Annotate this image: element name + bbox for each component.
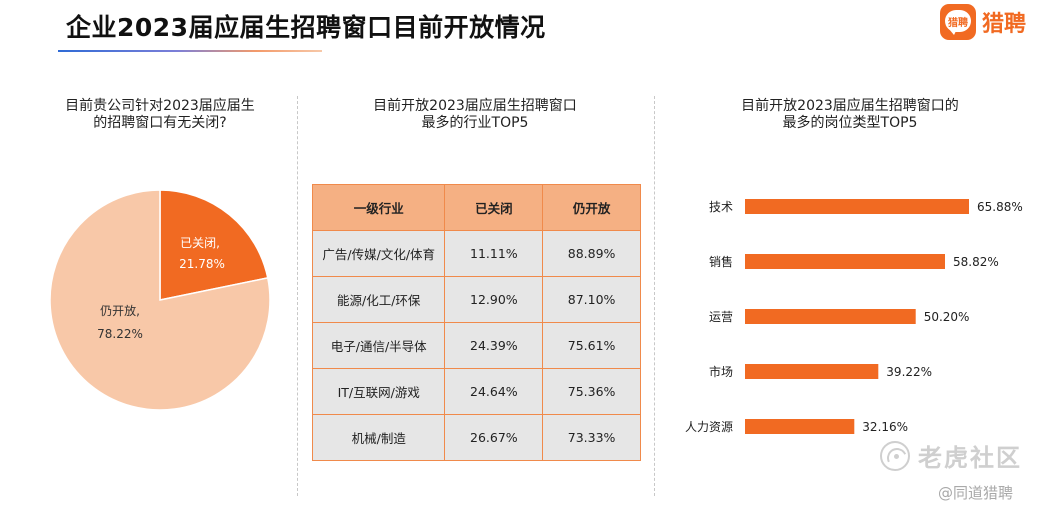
bar-category-label: 市场	[709, 364, 733, 379]
bar	[745, 309, 916, 324]
liepin-logo-icon: 猎聘	[940, 4, 976, 40]
divider-right	[654, 96, 655, 496]
bar-title: 目前开放2023届应届生招聘窗口的 最多的岗位类型TOP5	[700, 98, 1000, 132]
bar	[745, 364, 879, 379]
table-cell-closed: 12.90%	[444, 276, 544, 323]
table-header-open: 仍开放	[542, 184, 641, 231]
pie-value-closed: 21.78%	[179, 257, 225, 271]
pie-label-closed: 已关闭,	[180, 236, 220, 250]
bar-value-label: 39.22%	[886, 365, 932, 379]
pie-title-line-1: 目前贵公司针对2023届应届生	[65, 98, 255, 114]
table-cell-industry: 能源/化工/环保	[311, 276, 446, 323]
table-cell-closed: 11.11%	[444, 230, 544, 277]
table-cell-open: 87.10%	[542, 276, 641, 323]
pie-title: 目前贵公司针对2023届应届生 的招聘窗口有无关闭?	[30, 98, 290, 132]
table-cell-industry: 电子/通信/半导体	[311, 322, 446, 369]
table-cell-industry: 机械/制造	[311, 414, 446, 461]
bar-row: 销售 58.82%	[709, 254, 999, 269]
table-title-line-1: 目前开放2023届应届生招聘窗口	[373, 98, 577, 114]
bar-chart: 技术 65.88% 销售 58.82% 运营 50.20% 市场 39.22% …	[685, 199, 1023, 434]
bar-title-line-2: 最多的岗位类型TOP5	[782, 115, 918, 131]
bar-value-label: 65.88%	[977, 200, 1023, 214]
watermark-text: 老虎社区	[918, 444, 1022, 472]
table-cell-open: 75.36%	[542, 368, 641, 415]
title-underline	[58, 50, 322, 52]
table-cell-closed: 26.67%	[444, 414, 544, 461]
brand-name: 猎聘	[982, 12, 1027, 37]
table-cell-open: 73.33%	[542, 414, 641, 461]
bar	[745, 254, 945, 269]
logo-mark-text: 猎聘	[945, 10, 971, 32]
table-header-industry: 一级行业	[311, 184, 446, 231]
bar-value-label: 50.20%	[924, 310, 970, 324]
bar	[745, 199, 969, 214]
bar-category-label: 技术	[709, 200, 733, 214]
table-cell-industry: IT/互联网/游戏	[311, 368, 446, 415]
pie-chart: 已关闭, 21.78% 仍开放, 78.22%	[49, 189, 271, 411]
tiger-community-icon	[880, 440, 910, 471]
table-row: 广告/传媒/文化/体育 11.11% 88.89%	[311, 230, 641, 277]
bar-value-label: 32.16%	[862, 420, 908, 434]
pie-title-line-2: 的招聘窗口有无关闭?	[93, 115, 227, 131]
bar-row: 运营 50.20%	[709, 309, 969, 324]
pie-slice-open	[49, 189, 271, 411]
table-row: IT/互联网/游戏 24.64% 75.36%	[311, 368, 641, 415]
bar-category-label: 销售	[709, 254, 733, 269]
table-row: 能源/化工/环保 12.90% 87.10%	[311, 276, 641, 323]
table-title: 目前开放2023届应届生招聘窗口 最多的行业TOP5	[340, 98, 610, 132]
bar-row: 人力资源 32.16%	[685, 419, 908, 434]
bar-category-label: 人力资源	[685, 420, 733, 434]
pie-label-open: 仍开放,	[100, 303, 140, 318]
table-cell-open: 75.61%	[542, 322, 641, 369]
industry-table: 一级行业 已关闭 仍开放 广告/传媒/文化/体育 11.11% 88.89% 能…	[311, 184, 641, 461]
pie-slice-closed	[159, 189, 269, 301]
bar-row: 技术 65.88%	[709, 199, 1023, 214]
page-title: 企业2023届应届生招聘窗口目前开放情况	[66, 13, 546, 42]
table-header-closed: 已关闭	[444, 184, 544, 231]
table-header-row: 一级行业 已关闭 仍开放	[311, 184, 641, 231]
table-cell-closed: 24.39%	[444, 322, 544, 369]
bar	[745, 419, 855, 434]
bar-category-label: 运营	[709, 310, 733, 324]
table-row: 电子/通信/半导体 24.39% 75.61%	[311, 322, 641, 369]
bar-title-line-1: 目前开放2023届应届生招聘窗口的	[741, 98, 959, 114]
table-cell-open: 88.89%	[542, 230, 641, 277]
bar-row: 市场 39.22%	[709, 364, 932, 379]
table-cell-closed: 24.64%	[444, 368, 544, 415]
table-title-line-2: 最多的行业TOP5	[421, 115, 529, 131]
pie-value-open: 78.22%	[97, 327, 143, 341]
table-row: 机械/制造 26.67% 73.33%	[311, 414, 641, 461]
divider-left	[297, 96, 298, 496]
brand-logo: 猎聘 猎聘	[940, 4, 1026, 40]
table-cell-industry: 广告/传媒/文化/体育	[311, 230, 446, 277]
bar-value-label: 58.82%	[953, 255, 999, 269]
source-credit: @同道猎聘	[938, 484, 1014, 502]
watermark: 老虎社区	[880, 438, 1022, 473]
